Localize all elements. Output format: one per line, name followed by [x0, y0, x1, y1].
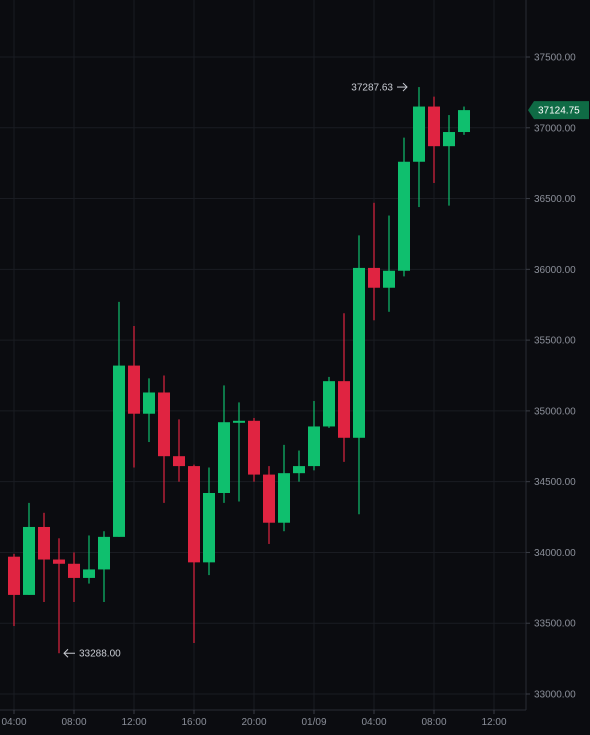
candle-up — [218, 385, 230, 503]
y-tick-label: 34000.00 — [534, 548, 576, 559]
candle-body — [263, 474, 275, 523]
x-tick-label: 08:00 — [421, 717, 446, 728]
candle-up — [233, 402, 245, 502]
y-tick-label: 36000.00 — [534, 265, 576, 276]
high-marker: 37287.63 — [351, 82, 408, 94]
candle-up — [83, 535, 95, 584]
candle-down — [428, 96, 440, 183]
candle-body — [158, 392, 170, 457]
candle-body — [338, 381, 350, 438]
high-marker-label: 37287.63 — [351, 83, 393, 94]
y-tick-label: 34500.00 — [534, 477, 576, 488]
candle-down — [188, 464, 200, 644]
candle-body — [278, 473, 290, 523]
arrow-right-icon — [402, 82, 408, 92]
candle-up — [383, 215, 395, 312]
price-tag-layer: 37124.75 — [528, 101, 589, 120]
y-tick-label: 35000.00 — [534, 406, 576, 417]
candle-down — [173, 419, 185, 482]
candle-body — [248, 420, 260, 475]
y-tick-label: 37500.00 — [534, 53, 576, 64]
axis-layer: 33000.00 33500.00 34000.00 34500.00 35000.00… — [0, 0, 576, 728]
x-tick-label: 16:00 — [181, 717, 206, 728]
x-tick-label: 12:00 — [481, 717, 506, 728]
candle-body — [188, 466, 200, 563]
candle-body — [53, 559, 65, 564]
candle-down — [368, 202, 380, 321]
y-tick-label: 35500.00 — [534, 336, 576, 347]
candle-body — [68, 563, 80, 578]
annotation-layer: 37287.63 33288.00 — [63, 82, 408, 660]
candle-down — [8, 553, 20, 627]
candle-down — [53, 538, 65, 654]
candle-body — [38, 526, 50, 560]
candle-up — [23, 502, 35, 595]
x-tick-label: 01/09 — [301, 717, 326, 728]
candle-up — [113, 301, 125, 537]
candle-body — [443, 132, 455, 147]
candle-body — [353, 267, 365, 438]
candle-body — [323, 381, 335, 427]
candle-down — [263, 466, 275, 544]
candle-body — [218, 422, 230, 493]
candle-body — [173, 456, 185, 467]
candle-up — [293, 450, 305, 482]
candle-layer — [8, 87, 470, 654]
y-tick-label: 37000.00 — [534, 123, 576, 134]
candle-up — [398, 137, 410, 277]
candle-down — [38, 512, 50, 602]
candle-up — [143, 378, 155, 443]
candle-up — [353, 235, 365, 515]
candle-body — [413, 106, 425, 162]
candle-body — [368, 267, 380, 288]
candle-body — [8, 556, 20, 595]
y-tick-label: 33500.00 — [534, 619, 576, 630]
candle-body — [428, 106, 440, 147]
candle-body — [113, 365, 125, 537]
x-tick-label: 20:00 — [241, 717, 266, 728]
x-tick-label: 04:00 — [1, 717, 26, 728]
low-marker-label: 33288.00 — [79, 649, 121, 660]
x-tick-label: 12:00 — [121, 717, 146, 728]
candle-down — [248, 417, 260, 482]
candle-up — [98, 531, 110, 602]
candle-body — [128, 365, 140, 414]
candle-body — [23, 526, 35, 595]
candle-body — [98, 536, 110, 570]
candle-up — [413, 87, 425, 208]
last-price-tag: 37124.75 — [528, 101, 589, 120]
candle-up — [323, 376, 335, 428]
last-price-tag-label: 37124.75 — [538, 106, 580, 117]
candle-body — [83, 569, 95, 578]
candle-body — [233, 420, 245, 423]
candle-down — [128, 325, 140, 468]
last-price-tag-bg — [528, 101, 589, 120]
candle-body — [308, 426, 320, 467]
candle-body — [143, 392, 155, 414]
y-tick-label: 36500.00 — [534, 194, 576, 205]
candle-body — [398, 161, 410, 271]
candle-body — [203, 492, 215, 563]
candle-down — [68, 552, 80, 602]
x-tick-label: 04:00 — [361, 717, 386, 728]
candle-up — [278, 444, 290, 532]
low-marker: 33288.00 — [63, 649, 121, 660]
x-tick-label: 08:00 — [61, 717, 86, 728]
candle-up — [458, 106, 470, 135]
y-tick-label: 33000.00 — [534, 690, 576, 701]
candle-down — [338, 313, 350, 462]
candle-up — [203, 467, 215, 576]
candle-body — [383, 270, 395, 288]
candle-body — [458, 110, 470, 133]
candle-down — [158, 375, 170, 503]
candle-up — [443, 115, 455, 206]
candle-body — [293, 466, 305, 474]
candle-up — [308, 400, 320, 471]
